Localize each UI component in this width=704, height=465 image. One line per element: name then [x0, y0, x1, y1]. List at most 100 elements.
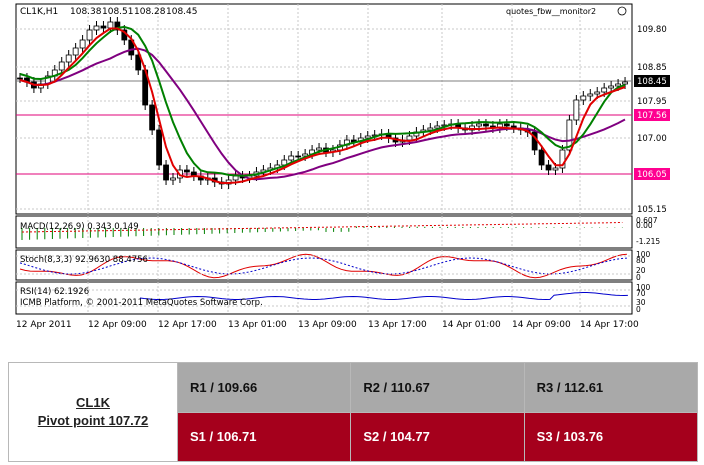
window-label: quotes_fbw__monitor2	[506, 7, 596, 16]
candle-body	[316, 147, 322, 151]
candle-body	[559, 149, 566, 169]
stoch-main-line	[19, 253, 627, 279]
pivot-points-table: CL1K Pivot point 107.72 R1 / 109.66 R2 /…	[8, 362, 699, 462]
candle-body	[288, 155, 295, 161]
stoch-axis-label: 80	[636, 256, 646, 265]
rsi-axis-label: 30	[636, 298, 646, 307]
grid-lines	[16, 4, 632, 314]
candle-body	[580, 95, 587, 101]
support-1: S1 / 106.71	[176, 411, 352, 462]
price-tick: 109.80	[637, 25, 667, 35]
candle-body	[149, 104, 156, 131]
price-tick: 107.00	[637, 134, 667, 144]
time-tick: 14 Apr 17:00	[580, 320, 639, 330]
time-tick: 12 Apr 17:00	[158, 320, 217, 330]
current-price-label-bg	[634, 75, 670, 87]
candle-body	[107, 21, 114, 29]
resistance-3: R3 / 112.61	[523, 362, 699, 413]
candle-body	[302, 153, 309, 157]
time-tick: 13 Apr 17:00	[368, 320, 427, 330]
ma-slow-line	[19, 47, 626, 181]
pivot-label-bg	[634, 109, 670, 121]
rsi-axis-label: 100	[636, 283, 651, 292]
candle-body	[17, 77, 23, 80]
time-tick: 13 Apr 01:00	[228, 320, 287, 330]
candle-body	[364, 135, 371, 139]
price-tick: 108.85	[637, 63, 667, 73]
candle-body	[476, 123, 482, 127]
candle-body	[65, 54, 72, 63]
candle-body	[135, 54, 142, 71]
time-tick: 12 Apr 2011	[16, 320, 72, 330]
support-2: S2 / 104.77	[350, 411, 525, 462]
main-chart-panel[interactable]	[15, 3, 633, 215]
candle-body	[58, 61, 65, 71]
time-tick: 14 Apr 09:00	[512, 320, 571, 330]
macd-signal-line	[21, 222, 623, 233]
candle-body	[156, 129, 162, 166]
candle-body	[295, 155, 302, 158]
rsi-axis-label: 70	[636, 289, 646, 298]
candle-body	[503, 123, 510, 127]
candle-body	[538, 149, 545, 166]
resistance-2: R2 / 110.67	[350, 362, 525, 413]
stoch-axis-label: 0	[636, 273, 641, 282]
candle-body	[566, 119, 573, 151]
symbol-link[interactable]: CL1K	[76, 395, 110, 410]
macd-axis-label: 0.00	[636, 221, 653, 230]
candle-body	[406, 135, 413, 141]
time-tick: 12 Apr 09:00	[88, 320, 147, 330]
symbol-cell: CL1K Pivot point 107.72	[8, 362, 178, 462]
macd-panel[interactable]	[15, 215, 633, 249]
stoch-title: Stoch(8,3,3) 92.9630 88.4756	[20, 255, 148, 265]
candle-body	[163, 164, 169, 181]
stoch-panel[interactable]	[15, 249, 633, 281]
candle-body	[184, 169, 190, 173]
candle-body	[93, 25, 100, 31]
candle-body	[100, 25, 107, 29]
candle-body	[483, 123, 489, 127]
macd-axis-label: -1.215	[636, 237, 660, 246]
time-tick: 13 Apr 09:00	[298, 320, 357, 330]
stoch-signal-line	[19, 257, 627, 275]
candle-body	[594, 91, 601, 95]
candle-body	[601, 87, 608, 93]
candlesticks	[17, 17, 628, 189]
candle-body	[232, 175, 239, 181]
candle-body	[608, 85, 615, 89]
candle-body	[552, 167, 559, 171]
ohlc-low: 108.28	[134, 7, 166, 17]
macd-axis-label: 0.607	[636, 216, 658, 225]
macd-histogram	[21, 226, 623, 240]
stoch-axis-label: 20	[636, 266, 646, 275]
time-tick: 14 Apr 01:00	[442, 320, 501, 330]
time-axis: 12 Apr 2011 12 Apr 09:00 12 Apr 17:00 13…	[16, 320, 639, 330]
rsi-line	[139, 292, 628, 301]
stoch-axis-label: 100	[636, 250, 651, 259]
candle-body	[434, 125, 441, 129]
ohlc-close: 108.45	[166, 7, 198, 17]
candle-body	[573, 99, 580, 121]
rsi-title: RSI(14) 62.1926	[20, 287, 89, 297]
pivot-label-lower: 106.05	[637, 170, 667, 180]
candle-body	[114, 21, 121, 31]
price-tick: 105.15	[637, 205, 667, 215]
rsi-axis-label: 0	[636, 305, 641, 314]
ma-fast-line	[19, 27, 626, 184]
current-price-label: 108.45	[637, 77, 667, 87]
price-chart[interactable]: CL1K,H1 108.38 108.51 108.28 108.45 quot…	[0, 0, 704, 340]
candle-body	[72, 47, 79, 56]
ohlc-high: 108.51	[102, 7, 134, 17]
candle-body	[427, 127, 434, 131]
smiley-icon	[617, 6, 627, 16]
price-tick: 107.95	[637, 97, 667, 107]
support-3: S3 / 103.76	[523, 411, 699, 462]
candle-body	[622, 81, 628, 85]
candle-body	[86, 29, 93, 41]
price-axis: 109.80 108.85 107.95 107.00 105.15	[637, 25, 667, 215]
pivot-label-upper: 107.56	[637, 111, 667, 121]
resistance-1: R1 / 109.66	[176, 362, 352, 413]
ohlc-open: 108.38	[70, 7, 102, 17]
pivot-point-link[interactable]: Pivot point 107.72	[37, 413, 149, 428]
macd-title: MACD(12,26,9) 0.343 0.149	[20, 222, 139, 232]
